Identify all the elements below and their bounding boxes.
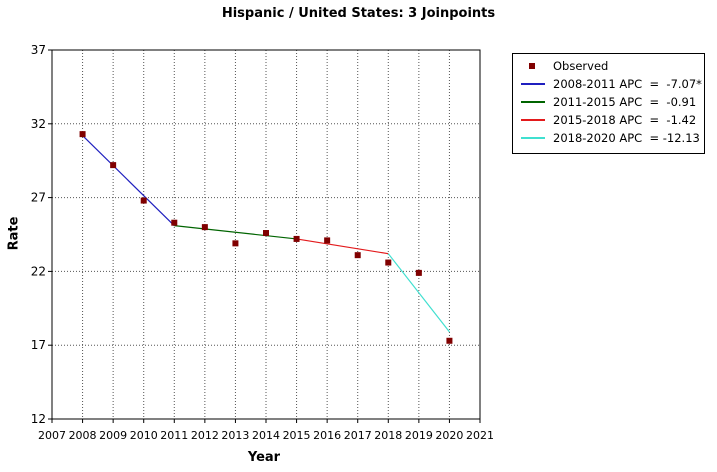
x-tick-label: 2009 bbox=[99, 429, 127, 442]
segment-line-1 bbox=[82, 135, 175, 227]
observed-point bbox=[446, 337, 453, 344]
segment-line-4 bbox=[387, 253, 450, 333]
legend-item-segment-1: 2008-2011 APC = -7.07* bbox=[521, 77, 702, 91]
legend-line-swatch bbox=[521, 137, 545, 139]
legend: Observed 2008-2011 APC = -7.07* 2011-201… bbox=[512, 53, 705, 154]
y-tick-label: 12 bbox=[31, 412, 46, 426]
observed-point bbox=[415, 269, 422, 276]
plot-frame bbox=[51, 49, 481, 420]
x-tick-label: 2008 bbox=[69, 429, 97, 442]
x-tick-label: 2021 bbox=[466, 429, 494, 442]
x-tick-label: 2017 bbox=[344, 429, 372, 442]
observed-point bbox=[385, 259, 392, 266]
chart-title: Hispanic / United States: 3 Joinpoints bbox=[221, 6, 496, 21]
x-tick-label: 2007 bbox=[38, 429, 66, 442]
legend-label-observed: Observed bbox=[553, 59, 609, 73]
x-tick-label: 2014 bbox=[252, 429, 280, 442]
legend-line-swatch bbox=[521, 119, 545, 121]
legend-line-swatch bbox=[521, 101, 545, 103]
x-tick-label: 2010 bbox=[130, 429, 158, 442]
x-tick-label: 2011 bbox=[160, 429, 188, 442]
observed-point bbox=[201, 224, 208, 231]
x-tick-label: 2020 bbox=[435, 429, 463, 442]
x-tick-label: 2016 bbox=[313, 429, 341, 442]
legend-label-segment-4: 2018-2020 APC = -12.13 bbox=[553, 131, 700, 145]
observed-point bbox=[140, 197, 147, 204]
segment-line-3 bbox=[296, 238, 389, 255]
observed-point bbox=[354, 252, 361, 259]
legend-label-segment-2: 2011-2015 APC = -0.91 bbox=[553, 95, 697, 109]
x-tick-label: 2013 bbox=[221, 429, 249, 442]
legend-marker-swatch bbox=[521, 59, 545, 73]
axes: 2007 2008 2009 2010 2011 2012 2013 2014 2015 2016… bbox=[31, 43, 494, 442]
observed-point bbox=[232, 240, 239, 247]
legend-item-segment-3: 2015-2018 APC = -1.42 bbox=[521, 113, 696, 127]
observed-point bbox=[79, 131, 86, 138]
observed-point bbox=[110, 162, 117, 169]
legend-label-segment-1: 2008-2011 APC = -7.07* bbox=[553, 77, 702, 91]
y-tick-label: 27 bbox=[31, 191, 46, 205]
legend-line-swatch bbox=[521, 83, 545, 85]
x-tick-label: 2012 bbox=[191, 429, 219, 442]
x-axis-label: Year bbox=[247, 450, 281, 465]
legend-item-segment-4: 2018-2020 APC = -12.13 bbox=[521, 131, 700, 145]
legend-item-segment-2: 2011-2015 APC = -0.91 bbox=[521, 95, 696, 109]
series-lines bbox=[82, 135, 450, 333]
observed-point bbox=[293, 235, 300, 242]
legend-label-segment-3: 2015-2018 APC = -1.42 bbox=[553, 113, 697, 127]
observed-point bbox=[263, 230, 269, 237]
segment-line-2 bbox=[174, 225, 297, 240]
x-tick-label: 2018 bbox=[374, 429, 402, 442]
gridlines bbox=[52, 50, 480, 419]
y-tick-label: 37 bbox=[31, 43, 46, 57]
y-tick-label: 22 bbox=[31, 264, 46, 278]
y-tick-label: 32 bbox=[31, 117, 46, 131]
observed-point bbox=[324, 237, 331, 244]
x-tick-label: 2015 bbox=[283, 429, 311, 442]
y-tick-label: 17 bbox=[31, 338, 46, 352]
x-tick-label: 2019 bbox=[405, 429, 433, 442]
observed-point bbox=[171, 219, 178, 226]
observed-markers bbox=[79, 131, 453, 344]
legend-item-observed: Observed bbox=[521, 59, 608, 73]
